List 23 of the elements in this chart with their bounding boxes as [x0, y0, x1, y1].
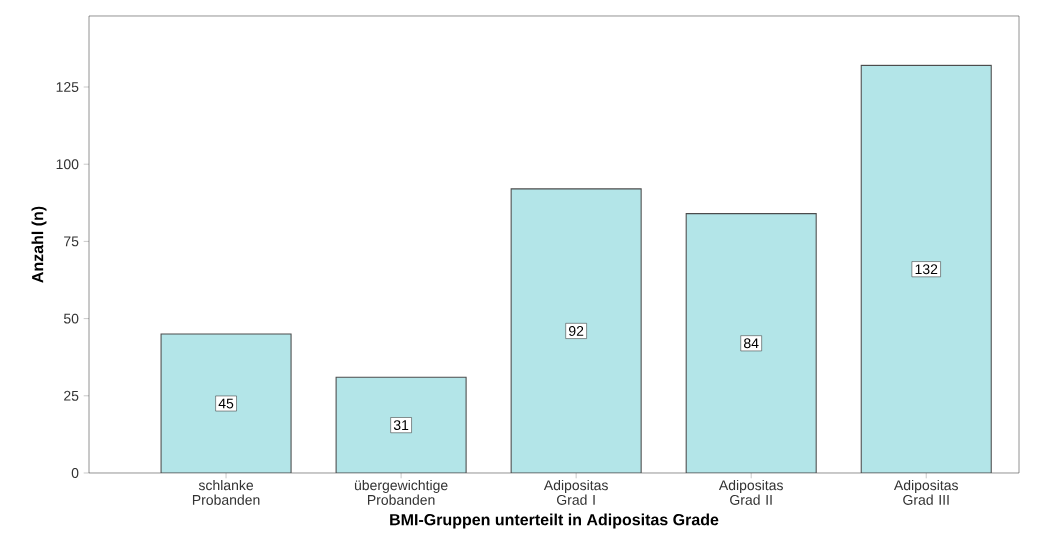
data-label: 92 [569, 326, 584, 336]
x-axis-title: BMI-Gruppen unterteilt in Adipositas Grade [390, 513, 719, 529]
y-tick-label: 50 [63, 313, 79, 324]
bar [685, 213, 817, 473]
x-tick-label: übergewichtige Probanden [354, 479, 448, 505]
x-tick-label: Adipositas Grad III [893, 479, 958, 505]
data-label: 132 [915, 264, 938, 275]
x-tick-label: Adipositas Grad I [543, 479, 608, 505]
bar [336, 377, 467, 473]
bar [510, 188, 642, 473]
bar [160, 333, 292, 473]
y-tick-label: 75 [64, 236, 79, 247]
x-tick-label: Adipositas Grad II [718, 479, 783, 505]
y-tick-label: 100 [56, 159, 79, 170]
data-label: 84 [744, 338, 759, 349]
y-tick-label: 0 [71, 468, 79, 478]
x-tick-label: schlanke Probanden [192, 479, 260, 505]
y-tick-label: 25 [64, 390, 79, 401]
data-label: 45 [218, 398, 234, 409]
y-axis-title: Anzahl (n) [31, 206, 47, 283]
bar [860, 64, 992, 473]
y-tick-label: 125 [56, 82, 79, 92]
data-label: 31 [393, 420, 409, 431]
